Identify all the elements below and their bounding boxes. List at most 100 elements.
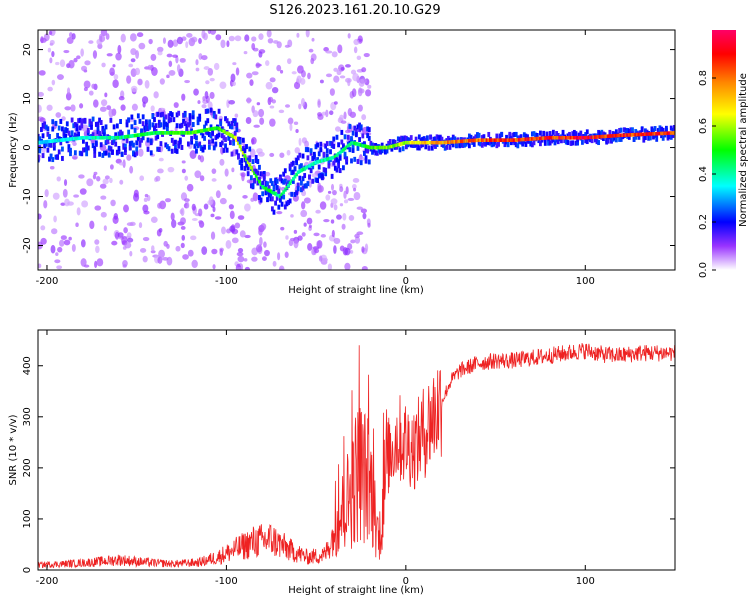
spectrogram-band-cell <box>291 178 295 184</box>
spectrogram-band-cell <box>98 117 101 123</box>
spectrogram-band-cell <box>38 148 42 154</box>
spectrogram-band-cell <box>148 124 152 130</box>
spectrogram-band-cell <box>185 123 189 129</box>
spectrogram-noise-blob <box>211 168 217 174</box>
spectrogram-ridge-cell <box>201 128 205 133</box>
spectrogram-noise-blob <box>38 263 42 269</box>
spectrogram-noise-blob <box>175 245 181 252</box>
spectrogram-noise-blob <box>158 249 165 258</box>
spectrogram-band-cell <box>530 142 534 148</box>
spectrogram-band-cell <box>338 155 342 161</box>
spectrogram-ridge-cell <box>127 134 131 139</box>
spectrogram-band-cell <box>145 123 148 129</box>
spectrogram-ridge-cell <box>358 142 361 147</box>
spectrogram-band-cell <box>233 130 237 136</box>
spectrogram-noise-blob <box>186 33 193 38</box>
spectrogram-noise-blob <box>301 232 306 237</box>
spectrogram-ridge-cell <box>275 192 279 197</box>
spectrogram-x-label: Height of straight line (km) <box>288 285 424 296</box>
spectrogram-ridge-cell <box>390 144 394 149</box>
spectrogram-ridge-cell <box>644 132 647 137</box>
spectrogram-band-cell <box>233 120 237 126</box>
spectrogram-band-cell <box>324 167 328 173</box>
spectrogram-band-cell <box>78 150 82 156</box>
spectrogram-ridge-cell <box>650 132 654 136</box>
spectrogram-band-cell <box>424 138 428 144</box>
spectrogram-noise-blob <box>349 249 354 254</box>
snr-y-tick-label: 400 <box>22 356 33 375</box>
spectrogram-band-cell <box>296 186 300 192</box>
spectrogram-ridge-cell <box>251 168 255 173</box>
spectrogram-marks <box>38 30 675 270</box>
spectrogram-ridge-cell <box>180 131 184 135</box>
spectrogram-noise-blob <box>61 116 66 121</box>
spectrogram-band-cell <box>509 140 513 146</box>
spectrogram-band-cell <box>165 122 169 128</box>
spectrogram-band-cell <box>259 184 263 190</box>
spectrogram-ridge-cell <box>280 192 284 197</box>
spectrogram-band-cell <box>585 129 589 135</box>
spectrogram-noise-blob <box>234 222 241 229</box>
spectrogram-band-cell <box>141 135 145 141</box>
spectrogram-band-cell <box>611 136 615 142</box>
spectrogram-band-cell <box>141 114 145 120</box>
spectrogram-ridge-cell <box>623 133 626 137</box>
spectrogram-noise-blob <box>104 175 110 180</box>
spectrogram-ridge-cell <box>198 129 202 134</box>
spectrogram-band-cell <box>206 108 210 114</box>
spectrogram-band-cell <box>333 157 337 163</box>
spectrogram-ridge-cell <box>46 139 50 144</box>
spectrogram-band-cell <box>430 145 434 151</box>
spectrogram-ridge-cell <box>497 138 500 143</box>
spectrogram-band-cell <box>524 141 528 147</box>
spectrogram-ridge-cell <box>363 144 366 148</box>
spectrogram-band-cell <box>209 133 213 139</box>
spectrogram-band-cell <box>495 143 499 149</box>
spectrogram-ridge-cell <box>401 141 405 146</box>
spectrogram-ridge-cell <box>445 140 449 145</box>
spectrogram-band-cell <box>240 158 244 164</box>
spectrogram-band-cell <box>637 134 641 140</box>
spectrogram-noise-blob <box>204 90 209 100</box>
spectrogram-band-cell <box>539 141 542 147</box>
spectrogram-band-cell <box>59 118 63 124</box>
spectrogram-ridge-cell <box>627 133 631 137</box>
spectrogram-noise-blob <box>265 81 273 90</box>
spectrogram-band-cell <box>266 181 269 187</box>
spectrogram-band-cell <box>224 137 227 143</box>
spectrogram-noise-blob <box>301 201 306 210</box>
spectrogram-ridge-cell <box>51 139 55 143</box>
spectrogram-band-cell <box>547 140 550 146</box>
spectrogram-noise-blob <box>339 186 344 193</box>
spectrogram-ridge-cell <box>101 135 105 140</box>
spectrogram-band-cell <box>524 133 528 139</box>
spectrogram-band-cell <box>196 116 200 122</box>
spectrogram-noise-blob <box>73 194 80 198</box>
spectrogram-band-cell <box>220 133 224 139</box>
spectrogram-y-label: Frequency (Hz) <box>8 112 19 188</box>
spectrogram-band-cell <box>317 173 321 179</box>
spectrogram-ridge-cell <box>666 131 670 135</box>
spectrogram-band-cell <box>652 128 655 134</box>
spectrogram-noise-blob <box>361 114 367 121</box>
spectrogram-band-cell <box>128 141 132 147</box>
spectrogram-band-cell <box>611 131 615 137</box>
spectrogram-ridge-cell <box>382 145 386 150</box>
spectrogram-ridge-cell <box>658 131 662 136</box>
spectrogram-ridge-cell <box>451 140 455 144</box>
spectrogram-noise-blob <box>360 208 368 214</box>
spectrogram-noise-blob <box>367 84 372 89</box>
spectrogram-band-cell <box>442 142 445 148</box>
snr-x-label: Height of straight line (km) <box>288 585 424 596</box>
spectrogram-band-cell <box>571 131 575 137</box>
spectrogram-ridge-cell <box>327 157 331 161</box>
spectrogram-band-cell <box>188 116 192 122</box>
spectrogram-band-cell <box>174 148 177 154</box>
spectrogram-band-cell <box>298 164 302 170</box>
spectrogram-band-cell <box>275 185 279 191</box>
spectrogram-ridge-cell <box>385 145 389 150</box>
spectrogram-noise-blob <box>191 259 198 269</box>
spectrogram-ridge-cell <box>453 139 457 144</box>
spectrogram-noise-blob <box>287 58 292 65</box>
